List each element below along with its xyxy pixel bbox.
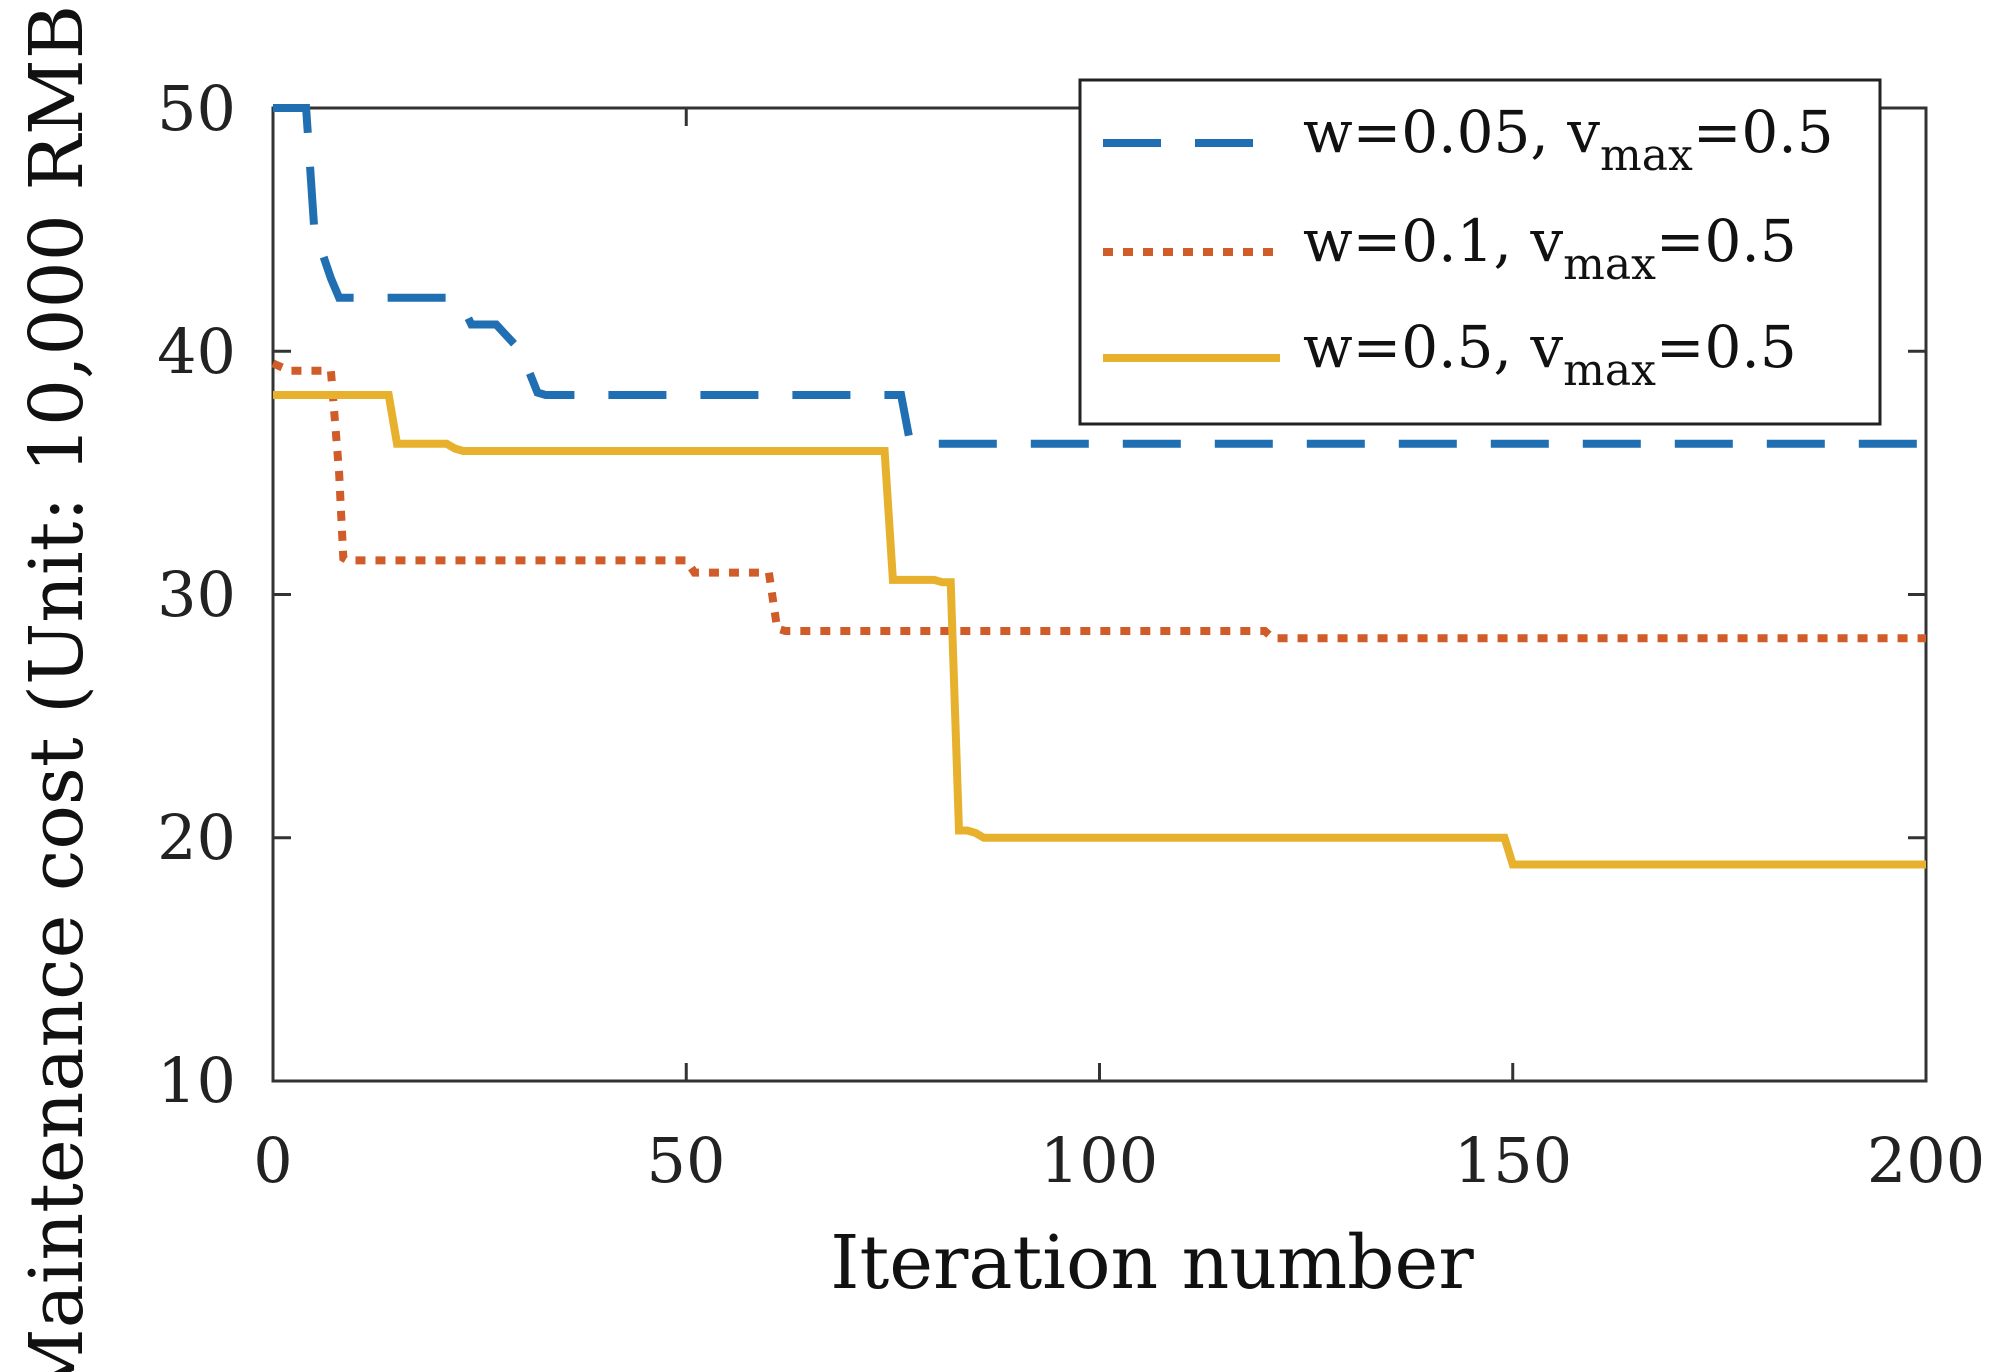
y-tick-label: 10 [157,1044,236,1117]
x-tick-label: 100 [1040,1124,1158,1197]
x-axis-label: Iteration number [830,1220,1474,1306]
legend-label-w01: w=0.1, vmax=0.5 [1303,207,1797,290]
x-tick-label: 150 [1454,1124,1572,1197]
series-line-w005 [273,104,1926,448]
legend-box [1078,78,1882,426]
y-axis-label: Maintenance cost (Unit: 10,000 RMB) [14,0,100,1372]
series-layer [271,104,1926,869]
axis-ticks [271,106,1928,1083]
y-tick-label: 20 [157,801,236,874]
x-tick-label: 50 [647,1124,726,1197]
series-line-w05 [273,391,1926,869]
x-tick-label: 0 [253,1124,292,1197]
legend-label-w005: w=0.05, vmax=0.5 [1303,98,1834,181]
y-tick-label: 30 [157,558,236,631]
series-line-w01 [271,359,1926,643]
y-tick-label: 50 [157,72,236,145]
x-tick-label: 200 [1867,1124,1985,1197]
legend-label-w05: w=0.5, vmax=0.5 [1303,313,1797,396]
legend: w=0.05, vmax=0.5 w=0.1, vmax=0.5 w=0.5, … [1078,78,1882,426]
axis-tick-labels: 0 50 100 150 200 10 20 30 40 50 [157,72,1985,1197]
y-tick-label: 40 [157,315,236,388]
